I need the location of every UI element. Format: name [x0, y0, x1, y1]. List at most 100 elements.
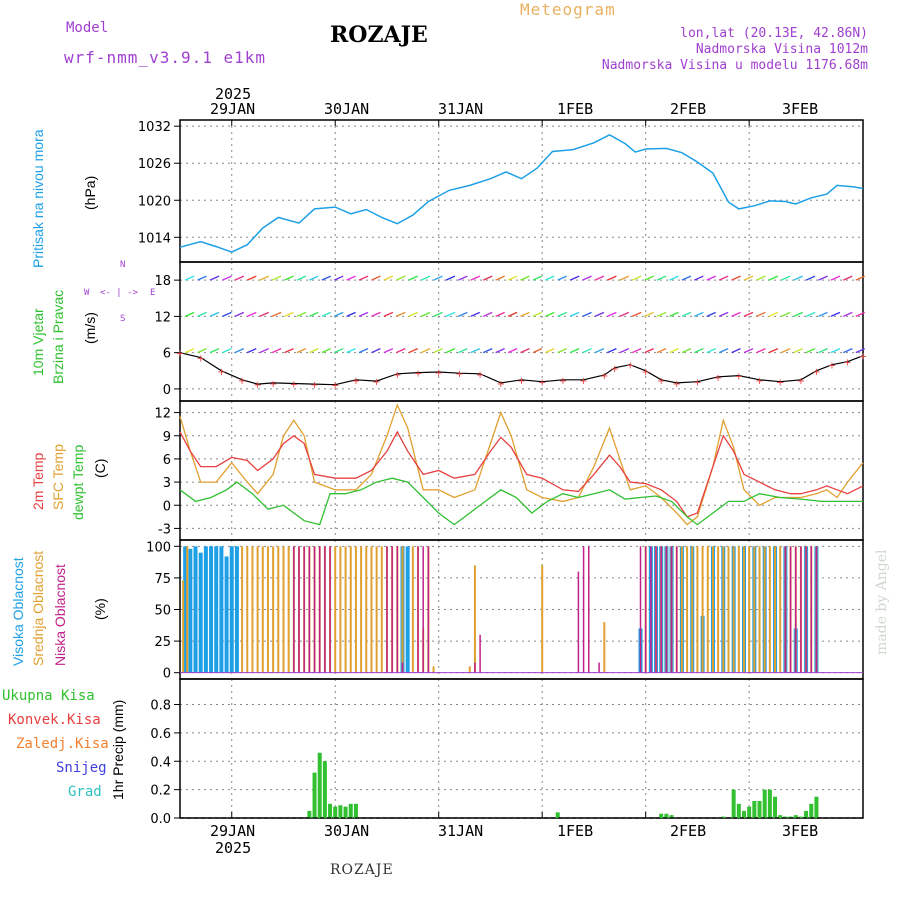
- wind-barb-1-53: [843, 348, 853, 354]
- cloud-bar-1-38: [432, 666, 435, 673]
- precip-legend-frozen: Zaledj.Kisa: [16, 736, 109, 752]
- date-tick-bottom-3: 1FEB: [557, 822, 594, 840]
- cloud-bar-1-1: [186, 546, 189, 673]
- compass-north: N: [120, 260, 126, 270]
- precip-bar-25: [783, 816, 788, 818]
- precip-bar-22: [767, 789, 772, 818]
- precip-bar-6: [338, 805, 343, 818]
- cloud-bar-1-29: [380, 546, 383, 673]
- wind-marker-6: +: [290, 379, 298, 390]
- wind-barb-2-6: [259, 311, 269, 318]
- cloud-bar-2-1: [298, 546, 300, 673]
- wind-barb-3-11: [321, 275, 332, 281]
- cloud-bar-1-34: [411, 546, 414, 673]
- precip-bar-24: [778, 815, 783, 818]
- wind-barb-2-53: [843, 311, 853, 318]
- cloud-bar-2-25: [660, 546, 662, 673]
- cloud-bar-0-1: [188, 548, 193, 673]
- wind-barb-1-8: [284, 348, 294, 354]
- wind-barb-1-21: [445, 348, 456, 354]
- wind-marker-31: +: [776, 378, 784, 389]
- wind-marker-29: +: [735, 372, 743, 383]
- wind-barb-1-5: [246, 348, 257, 354]
- wind-barb-3-42: [706, 275, 717, 281]
- wind-barb-1-13: [346, 348, 356, 354]
- cloud-bar-1-60: [737, 546, 740, 673]
- precip-legend-conv: Konvek.Kisa: [8, 712, 101, 728]
- wind-barb-1-25: [495, 348, 505, 354]
- wind-barb-3-22: [458, 275, 468, 281]
- cloud-bar-2-30: [789, 546, 792, 673]
- wind-marker-13: +: [435, 368, 443, 379]
- wind-marker-20: +: [579, 376, 587, 387]
- wind-barb-1-34: [607, 348, 617, 354]
- wind-marker-33: +: [812, 367, 820, 378]
- precip-bar-8: [348, 803, 353, 818]
- wind-barb-2-5: [246, 311, 257, 318]
- wind-barb-3-12: [333, 275, 344, 281]
- wind-barb-3-0: [184, 275, 195, 281]
- sfc-temp-line: [179, 403, 864, 526]
- wind-barb-1-43: [718, 348, 729, 354]
- wind-barb-3-43: [718, 275, 729, 281]
- cloud-bar-0-8: [224, 556, 229, 673]
- wind-barb-2-16: [383, 311, 394, 318]
- panel-frame-4: [179, 678, 864, 819]
- wind-barb-1-36: [631, 348, 642, 354]
- wind-marker-21: +: [600, 371, 608, 382]
- precip-bar-21: [762, 789, 767, 818]
- cloud-bar-1-28: [375, 546, 378, 673]
- cloud-bar-2-14: [427, 546, 430, 673]
- precip-legend-hail: Grad: [68, 784, 102, 800]
- cloud-bar-0-6: [214, 546, 219, 673]
- station-title: ROZAJE: [330, 22, 428, 48]
- precip-bar-28: [798, 816, 803, 818]
- wind-barb-2-18: [408, 311, 418, 318]
- wind-barb-1-49: [793, 348, 803, 354]
- wind-marker-36: +: [859, 352, 867, 363]
- wind-barb-1-6: [259, 348, 269, 354]
- precip-bar-30: [809, 803, 814, 818]
- wind-barb-2-20: [433, 311, 443, 318]
- cloud-bar-2-17: [577, 571, 580, 673]
- cloud-bar-2-33: [805, 546, 807, 673]
- precip-bar-15: [731, 789, 736, 818]
- wind-barb-2-47: [768, 311, 779, 318]
- wind-barb-3-14: [358, 275, 369, 281]
- wind-barb-1-27: [520, 348, 530, 354]
- cloud-bar-1-26: [365, 546, 368, 673]
- wind-barb-1-45: [743, 348, 754, 354]
- precip-bar-27: [793, 815, 798, 818]
- wind-barb-2-14: [358, 311, 369, 318]
- wind-barb-2-24: [482, 311, 493, 318]
- precip-bar-31: [814, 796, 819, 818]
- wind-marker-4: +: [253, 380, 261, 391]
- compass-south: S: [120, 314, 126, 324]
- wind-barb-1-28: [532, 348, 543, 354]
- cloud-bar-0-7: [219, 546, 224, 673]
- wind-marker-1: +: [197, 353, 205, 364]
- wind-marker-26: +: [673, 379, 681, 390]
- cloud-bar-0-10: [234, 546, 239, 673]
- compass-east: E: [150, 288, 156, 298]
- precip-legend-snow: Snijeg: [56, 760, 107, 776]
- ytick-label-0-0: 1014: [138, 231, 171, 246]
- cloud-bar-1-61: [742, 546, 745, 673]
- cloud-bar-2-5: [318, 546, 321, 673]
- cloud-bar-1-4: [251, 546, 254, 673]
- wind-barb-3-48: [780, 275, 791, 281]
- wind-barb-3-37: [644, 275, 654, 281]
- wind-barb-2-22: [458, 311, 468, 318]
- cloud-bar-1-27: [370, 546, 373, 673]
- wind-barb-2-1: [197, 311, 207, 318]
- precip-bar-1: [312, 772, 317, 818]
- model-elevation-label: Nadmorska Visina u modelu 1176.68m: [601, 58, 868, 73]
- wind-barb-3-31: [569, 275, 580, 281]
- cloud-bar-0-3: [198, 552, 203, 673]
- cloud-bar-1-64: [758, 546, 761, 673]
- wind-marker-0: +: [176, 349, 184, 360]
- ytick-label-1-0: 0: [163, 383, 171, 398]
- wind-barb-1-2: [209, 348, 220, 354]
- ytick-label-4-2: 0.4: [150, 755, 171, 770]
- footer-station: ROZAJE: [330, 862, 394, 878]
